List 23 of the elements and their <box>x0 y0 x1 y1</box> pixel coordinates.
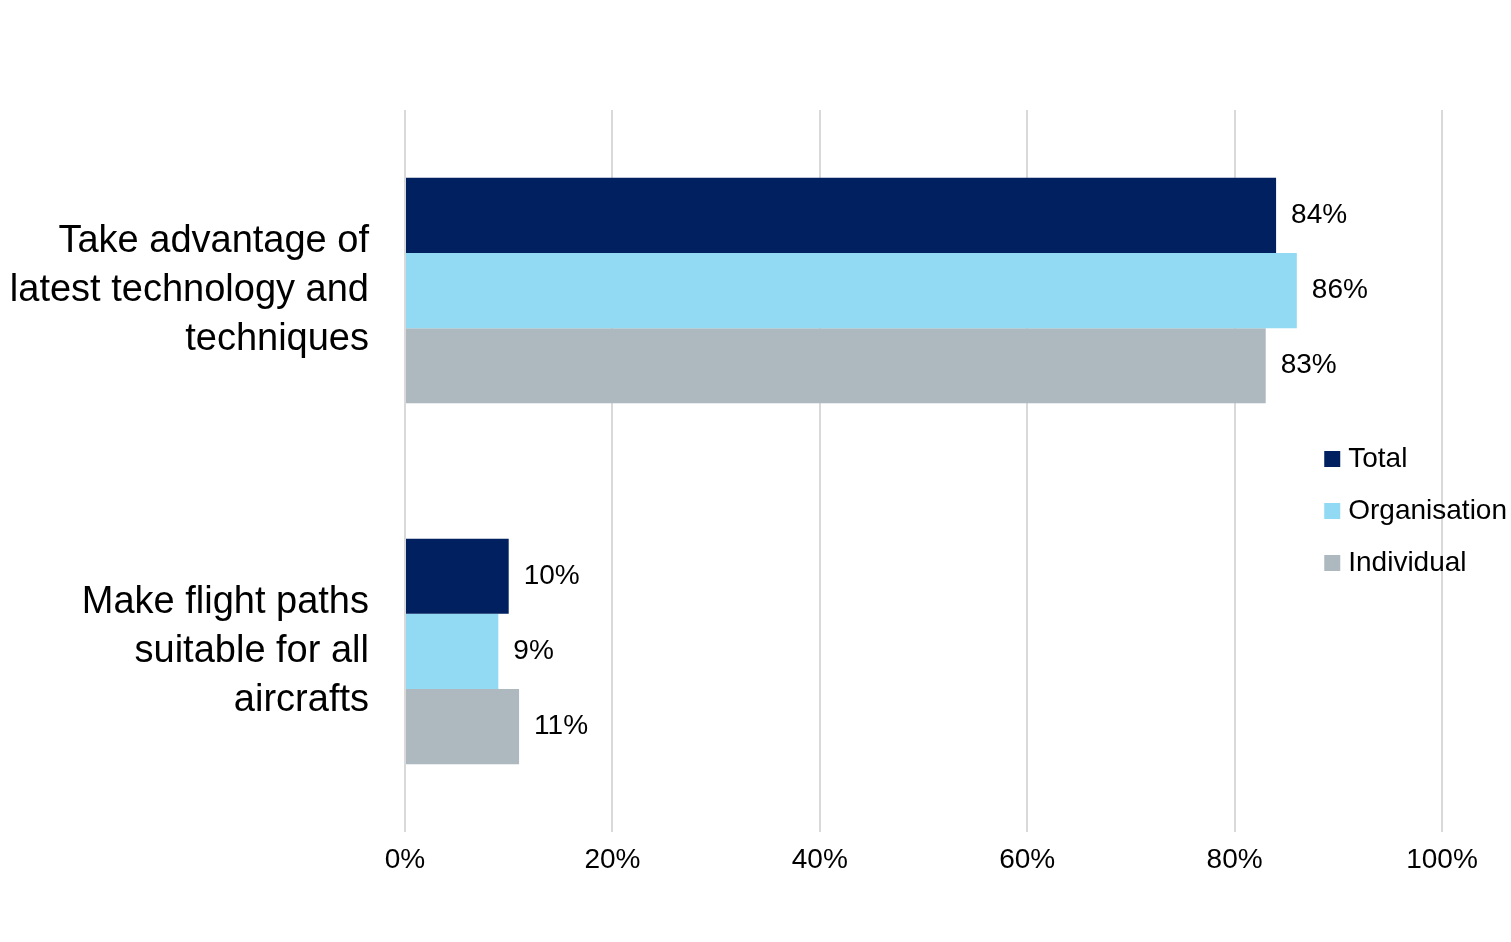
x-tick-label: 60% <box>999 843 1056 875</box>
data-label: 11% <box>534 709 589 741</box>
bar <box>406 252 1297 329</box>
data-label: 84% <box>1291 198 1348 230</box>
x-tick-label: 80% <box>1206 843 1263 875</box>
data-label: 83% <box>1280 348 1337 380</box>
x-tick-label: 100% <box>1406 843 1478 875</box>
bar <box>406 538 509 614</box>
x-tick-label: 0% <box>384 843 426 875</box>
legend-label: Organisation <box>1348 493 1508 525</box>
data-label: 9% <box>513 634 554 666</box>
y-tick-label: Take advantage of latest technology and techniques <box>9 217 370 359</box>
legend-label: Total <box>1348 441 1408 473</box>
data-label: 86% <box>1311 273 1368 305</box>
x-tick-label: 20% <box>584 843 641 875</box>
data-label: 10% <box>523 558 580 590</box>
bar <box>406 177 1277 253</box>
bar <box>406 613 499 690</box>
legend-label: Individual <box>1348 545 1467 577</box>
y-tick-label: Make flight paths suitable for all aircrafts <box>81 578 369 720</box>
bar <box>406 328 1266 404</box>
bar <box>406 689 520 765</box>
x-tick-label: 40% <box>791 843 848 875</box>
